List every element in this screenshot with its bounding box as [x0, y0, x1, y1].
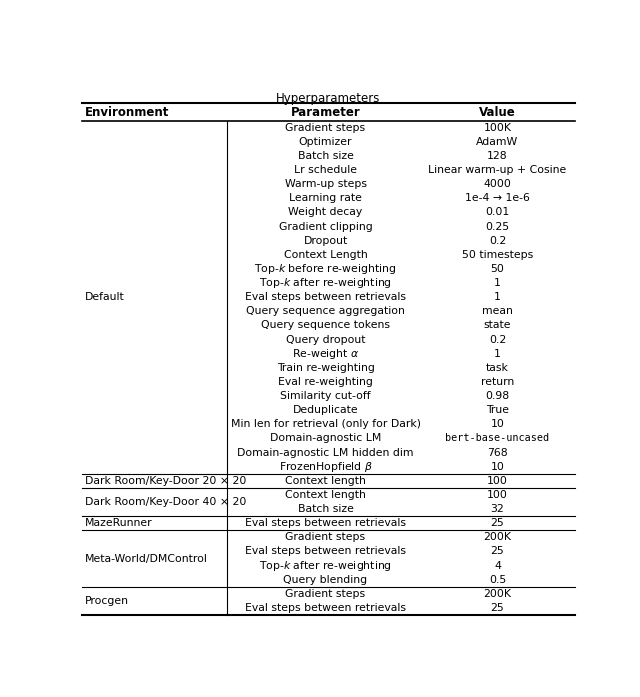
Text: Environment: Environment: [85, 105, 170, 118]
Text: Learning rate: Learning rate: [289, 193, 362, 204]
Text: 1: 1: [494, 292, 501, 302]
Text: Min len for retrieval (only for Dark): Min len for retrieval (only for Dark): [230, 420, 420, 429]
Text: Similarity cut-off: Similarity cut-off: [280, 391, 371, 401]
Text: Context length: Context length: [285, 490, 366, 500]
Text: 128: 128: [487, 151, 508, 161]
Text: Weight decay: Weight decay: [289, 208, 363, 217]
Text: task: task: [486, 363, 509, 373]
Text: Procgen: Procgen: [85, 596, 129, 606]
Text: return: return: [481, 377, 514, 387]
Text: 200K: 200K: [483, 589, 511, 599]
Text: Context length: Context length: [285, 476, 366, 486]
Text: bert-base-uncased: bert-base-uncased: [445, 434, 550, 443]
Text: FrozenHopfield $\beta$: FrozenHopfield $\beta$: [278, 460, 372, 474]
Text: Default: Default: [85, 292, 125, 302]
Text: Meta-World/DMControl: Meta-World/DMControl: [85, 553, 208, 563]
Text: 0.2: 0.2: [489, 236, 506, 246]
Text: Query dropout: Query dropout: [286, 335, 365, 344]
Text: Gradient steps: Gradient steps: [285, 533, 365, 542]
Text: Dark Room/Key-Door 40 × 20: Dark Room/Key-Door 40 × 20: [85, 497, 246, 507]
Text: 0.01: 0.01: [485, 208, 509, 217]
Text: 1e-4 → 1e-6: 1e-4 → 1e-6: [465, 193, 530, 204]
Text: Optimizer: Optimizer: [299, 137, 352, 147]
Text: 0.25: 0.25: [485, 222, 509, 231]
Text: 0.2: 0.2: [489, 335, 506, 344]
Text: 1: 1: [494, 348, 501, 359]
Text: Query blending: Query blending: [284, 575, 367, 585]
Text: Batch size: Batch size: [298, 151, 353, 161]
Text: 10: 10: [490, 420, 504, 429]
Text: Domain-agnostic LM: Domain-agnostic LM: [270, 434, 381, 443]
Text: mean: mean: [482, 307, 513, 316]
Text: MazeRunner: MazeRunner: [85, 518, 152, 528]
Text: Query sequence aggregation: Query sequence aggregation: [246, 307, 405, 316]
Text: 32: 32: [490, 504, 504, 514]
Text: Eval steps between retrievals: Eval steps between retrievals: [245, 518, 406, 528]
Text: Re-weight $\alpha$: Re-weight $\alpha$: [292, 346, 359, 361]
Text: 10: 10: [490, 461, 504, 472]
Text: 768: 768: [487, 447, 508, 458]
Text: Eval steps between retrievals: Eval steps between retrievals: [245, 546, 406, 556]
Text: 25: 25: [490, 603, 504, 613]
Text: Batch size: Batch size: [298, 504, 353, 514]
Text: Gradient steps: Gradient steps: [285, 123, 365, 132]
Text: 200K: 200K: [483, 533, 511, 542]
Text: Top-$k$ after re-weighting: Top-$k$ after re-weighting: [259, 276, 392, 290]
Text: Dark Room/Key-Door 20 × 20: Dark Room/Key-Door 20 × 20: [85, 476, 246, 486]
Text: Eval steps between retrievals: Eval steps between retrievals: [245, 603, 406, 613]
Text: Query sequence tokens: Query sequence tokens: [261, 321, 390, 330]
Text: 1: 1: [494, 278, 501, 288]
Text: Warm-up steps: Warm-up steps: [285, 179, 367, 189]
Text: 100K: 100K: [483, 123, 511, 132]
Text: Top-$k$ before re-weighting: Top-$k$ before re-weighting: [254, 262, 397, 276]
Text: 100: 100: [487, 490, 508, 500]
Text: Gradient steps: Gradient steps: [285, 589, 365, 599]
Text: Gradient clipping: Gradient clipping: [278, 222, 372, 231]
Text: Linear warm-up + Cosine: Linear warm-up + Cosine: [428, 165, 566, 175]
Text: 50: 50: [490, 264, 504, 274]
Text: Eval re-weighting: Eval re-weighting: [278, 377, 373, 387]
Text: Context Length: Context Length: [284, 250, 367, 260]
Text: Parameter: Parameter: [291, 105, 360, 118]
Text: 0.5: 0.5: [489, 575, 506, 585]
Text: 50 timesteps: 50 timesteps: [461, 250, 533, 260]
Text: 25: 25: [490, 546, 504, 556]
Text: Dropout: Dropout: [303, 236, 348, 246]
Text: Train re-weighting: Train re-weighting: [276, 363, 374, 373]
Text: Hyperparameters: Hyperparameters: [276, 92, 380, 105]
Text: 25: 25: [490, 518, 504, 528]
Text: AdamW: AdamW: [476, 137, 518, 147]
Text: 100: 100: [487, 476, 508, 486]
Text: 4000: 4000: [483, 179, 511, 189]
Text: Value: Value: [479, 105, 516, 118]
Text: Eval steps between retrievals: Eval steps between retrievals: [245, 292, 406, 302]
Text: 0.98: 0.98: [485, 391, 509, 401]
Text: True: True: [486, 405, 509, 415]
Text: Top-$k$ after re-weighting: Top-$k$ after re-weighting: [259, 558, 392, 572]
Text: Deduplicate: Deduplicate: [292, 405, 358, 415]
Text: state: state: [484, 321, 511, 330]
Text: Domain-agnostic LM hidden dim: Domain-agnostic LM hidden dim: [237, 447, 414, 458]
Text: 4: 4: [494, 560, 501, 571]
Text: Lr schedule: Lr schedule: [294, 165, 357, 175]
